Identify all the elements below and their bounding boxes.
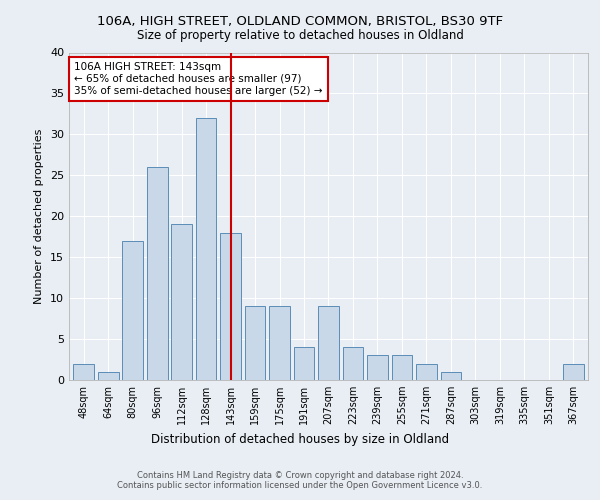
Bar [318,306,339,380]
Bar [122,241,143,380]
Bar [269,306,290,380]
Text: Contains HM Land Registry data © Crown copyright and database right 2024.: Contains HM Land Registry data © Crown c… [137,471,463,480]
Text: Distribution of detached houses by size in Oldland: Distribution of detached houses by size … [151,432,449,446]
Bar [220,232,241,380]
Bar [367,356,388,380]
Bar [196,118,217,380]
Text: 106A HIGH STREET: 143sqm
← 65% of detached houses are smaller (97)
35% of semi-d: 106A HIGH STREET: 143sqm ← 65% of detach… [74,62,323,96]
Bar [563,364,584,380]
Bar [343,347,364,380]
Bar [98,372,119,380]
Bar [416,364,437,380]
Bar [171,224,192,380]
Bar [245,306,265,380]
Bar [293,347,314,380]
Text: Size of property relative to detached houses in Oldland: Size of property relative to detached ho… [137,29,463,42]
Text: Contains public sector information licensed under the Open Government Licence v3: Contains public sector information licen… [118,481,482,490]
Bar [392,356,412,380]
Y-axis label: Number of detached properties: Number of detached properties [34,128,44,304]
Bar [440,372,461,380]
Text: 106A, HIGH STREET, OLDLAND COMMON, BRISTOL, BS30 9TF: 106A, HIGH STREET, OLDLAND COMMON, BRIST… [97,15,503,28]
Bar [73,364,94,380]
Bar [147,167,167,380]
